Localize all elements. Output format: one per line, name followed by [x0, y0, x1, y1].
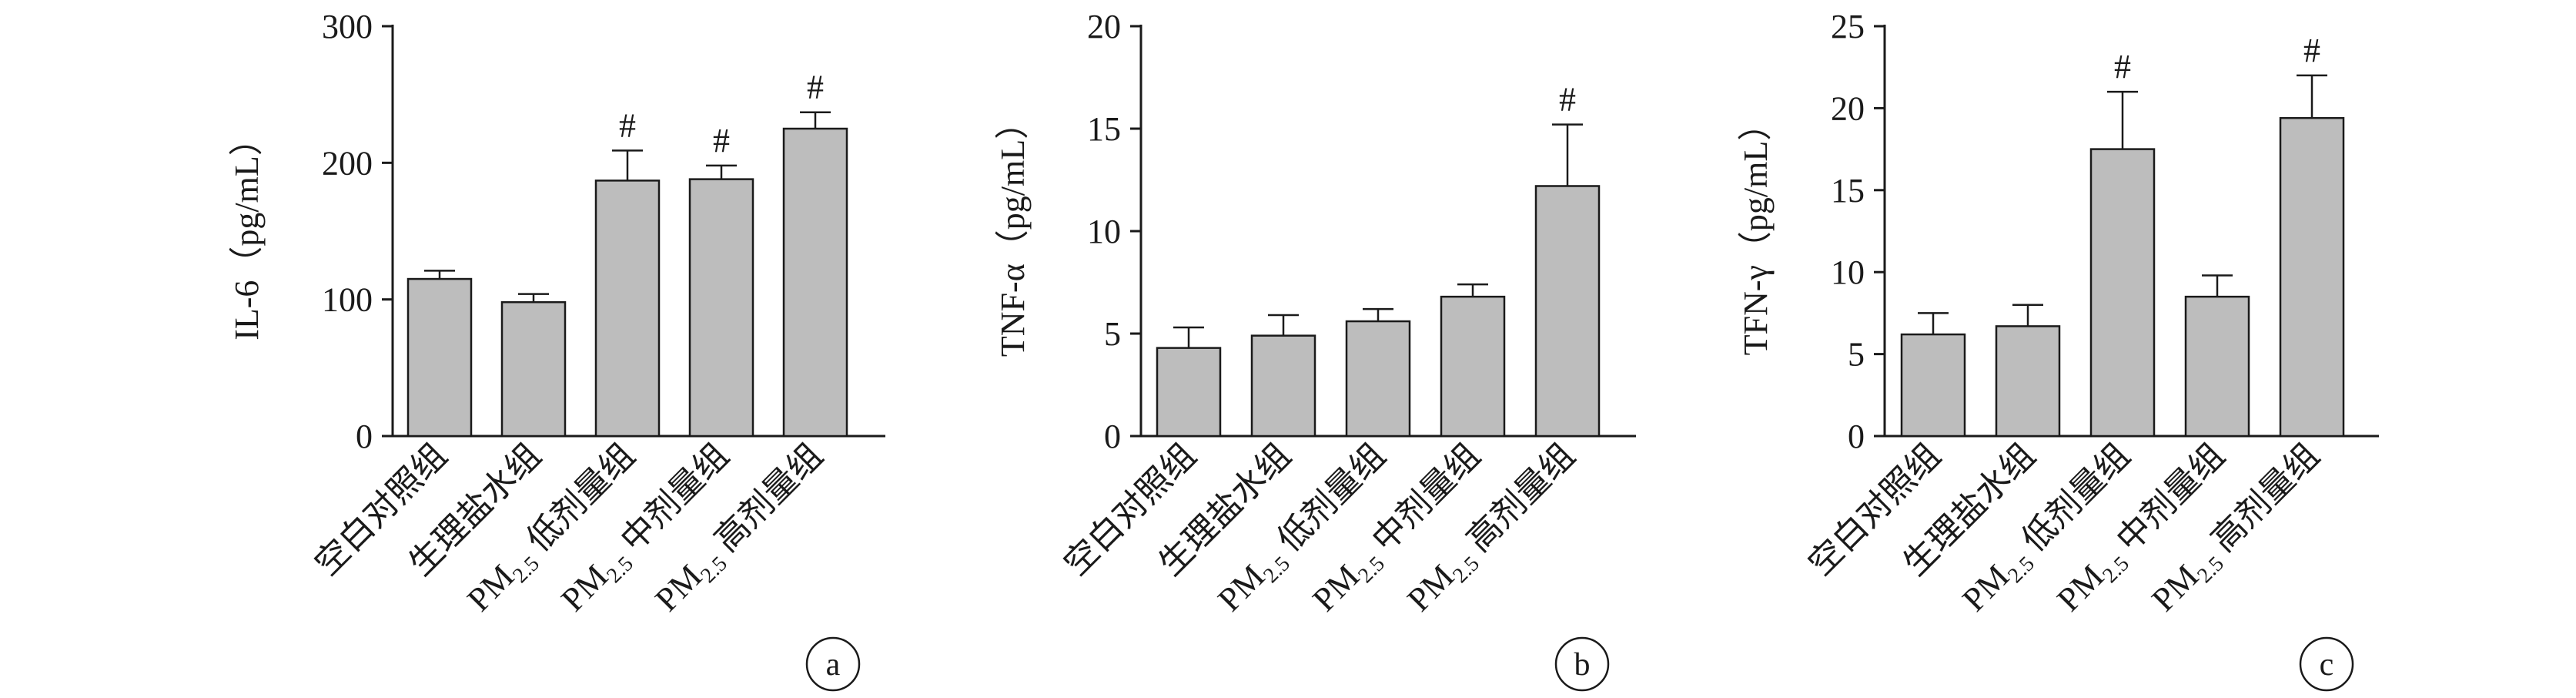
- bar: [1534, 185, 1601, 438]
- bar: [1995, 325, 2061, 438]
- y-axis-title: TNF-α（pg/mL）: [994, 106, 1032, 357]
- panel-letter-circle: [805, 636, 861, 692]
- panel-letter: a: [826, 647, 841, 683]
- y-tick-label: 15: [1831, 172, 1865, 210]
- y-tick-label: 5: [1848, 336, 1865, 374]
- y-tick-label: 5: [1104, 315, 1121, 353]
- bar: [1440, 295, 1506, 438]
- y-tick-label: 20: [1831, 89, 1865, 127]
- bar: [782, 127, 848, 438]
- y-axis-title: IL-6（pg/mL）: [228, 122, 266, 341]
- y-tick-label: 300: [322, 8, 373, 45]
- significance-mark: #: [2114, 48, 2131, 86]
- y-tick-label: 0: [1104, 418, 1121, 455]
- bar: [1156, 347, 1222, 438]
- y-tick-label: 0: [1848, 418, 1865, 455]
- x-tick-label: PM2.5 高剂量组: [1400, 436, 1586, 622]
- y-tick-label: 0: [356, 418, 373, 455]
- y-tick-label: 15: [1087, 110, 1121, 148]
- bar: [500, 300, 567, 438]
- bar: [594, 180, 661, 438]
- bar: [2089, 148, 2156, 438]
- y-axis-title: TFN-γ（pg/mL）: [1737, 107, 1775, 356]
- y-tick-label: 25: [1831, 8, 1865, 45]
- panel-letter-circle: [1554, 636, 1610, 692]
- y-tick-label: 200: [322, 144, 373, 182]
- panel-letter: c: [2320, 647, 2334, 683]
- bar: [1900, 333, 1966, 438]
- y-tick-label: 10: [1831, 253, 1865, 291]
- y-tick-label: 10: [1087, 213, 1121, 250]
- significance-mark: #: [2303, 32, 2320, 69]
- significance-mark: #: [807, 69, 824, 106]
- significance-mark: #: [713, 122, 730, 159]
- bar: [1345, 320, 1411, 438]
- bar: [406, 277, 473, 438]
- significance-mark: #: [619, 106, 636, 144]
- bar: [2184, 295, 2250, 438]
- x-tick-label: PM2.5 高剂量组: [647, 436, 834, 622]
- bar: [688, 178, 754, 438]
- panel-letter: b: [1574, 647, 1591, 683]
- bar: [1250, 334, 1316, 438]
- y-tick-label: 20: [1087, 8, 1121, 45]
- bar: [2279, 116, 2345, 438]
- x-tick-label: PM2.5 高剂量组: [2144, 436, 2330, 622]
- panel-letter-circle: [2299, 636, 2354, 692]
- y-tick-label: 100: [322, 281, 373, 319]
- significance-mark: #: [1559, 81, 1576, 119]
